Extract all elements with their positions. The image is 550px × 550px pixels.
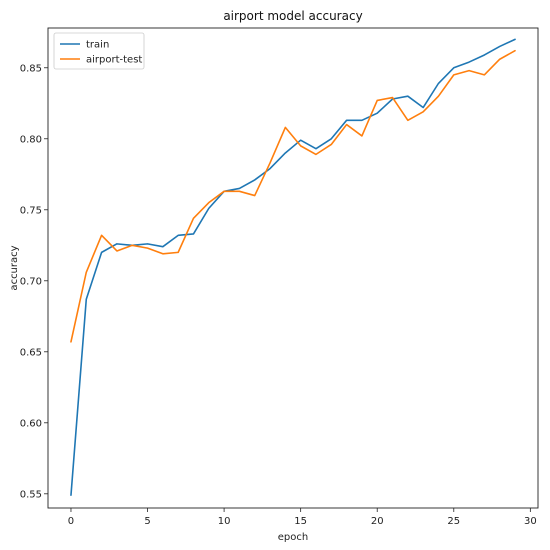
x-tick-label: 0 [68,516,74,527]
x-tick-label: 20 [371,516,384,527]
x-tick-label: 25 [447,516,460,527]
y-tick-label: 0.70 [20,276,42,287]
y-tick-label: 0.75 [20,205,42,216]
y-axis: 0.55 0.60 0.65 0.70 0.75 0.80 0.85 [20,63,48,500]
chart-title: airport model accuracy [223,9,362,23]
y-tick-label: 0.80 [20,134,42,145]
y-tick-label: 0.55 [20,489,42,500]
legend-box [53,32,145,70]
x-axis: 0 5 10 15 20 25 30 [68,508,537,527]
series-line-airport-test [70,49,516,343]
x-tick-label: 30 [524,516,537,527]
x-tick-label: 15 [294,516,307,527]
y-tick-label: 0.60 [20,418,42,429]
y-axis-title: accuracy [9,245,20,290]
series-group [70,38,516,497]
legend-label: train [86,40,109,51]
legend-label: airport-test [86,55,142,66]
y-tick-label: 0.85 [20,63,42,74]
x-axis-title: epoch [278,532,308,543]
series-line-train [70,38,516,497]
legend: train airport-test [53,32,145,70]
plot-area [47,27,539,509]
y-tick-label: 0.65 [20,347,42,358]
x-tick-label: 10 [218,516,231,527]
x-tick-label: 5 [144,516,150,527]
